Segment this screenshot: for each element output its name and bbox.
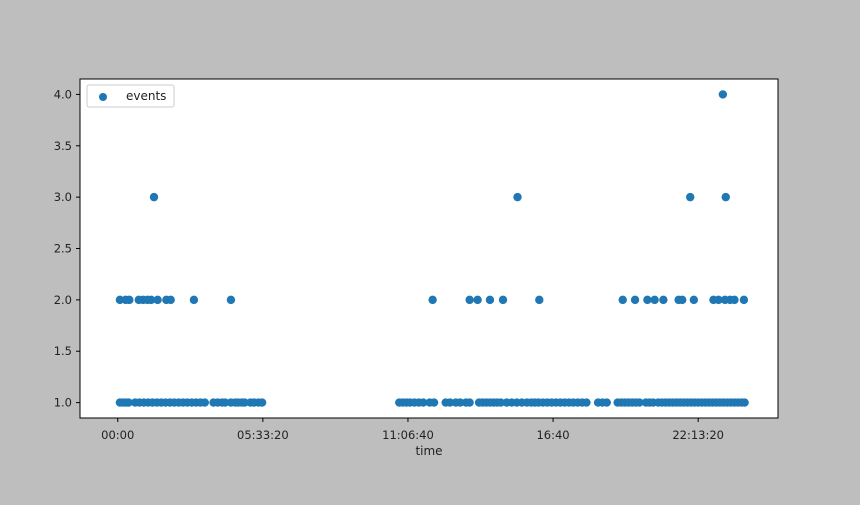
data-point	[124, 398, 133, 407]
y-tick-label: 3.5	[54, 139, 72, 153]
data-point	[635, 398, 644, 407]
x-tick-label: 11:06:40	[382, 428, 434, 442]
data-point	[730, 295, 739, 305]
data-point	[739, 295, 749, 305]
events-series	[115, 90, 749, 407]
data-point	[721, 192, 730, 202]
data-point	[455, 398, 465, 407]
x-tick-label: 22:13:20	[672, 428, 724, 442]
data-point	[513, 192, 522, 202]
x-tick-label: 00:00	[101, 428, 134, 442]
data-point	[714, 295, 723, 305]
y-tick-label: 2.0	[54, 293, 72, 307]
data-point	[689, 295, 699, 305]
data-point	[473, 295, 482, 305]
y-tick-label: 1.0	[54, 396, 72, 410]
data-point	[200, 398, 209, 407]
data-point	[146, 295, 156, 305]
y-axis: 1.0 1.5 2.0 2.5 3.0 3.5 4.0	[54, 87, 80, 410]
data-point	[643, 295, 652, 305]
data-point	[445, 398, 455, 407]
data-point	[149, 192, 159, 202]
data-point	[618, 295, 627, 305]
data-point	[257, 398, 267, 407]
data-point	[189, 295, 199, 305]
data-point	[630, 295, 640, 305]
data-point	[465, 398, 474, 407]
legend-marker-events	[99, 93, 107, 101]
data-point	[166, 295, 175, 305]
data-point	[240, 398, 249, 407]
data-point	[535, 295, 544, 305]
data-point	[115, 295, 125, 305]
data-point	[498, 295, 508, 305]
plot-frame	[79, 78, 779, 419]
data-point	[718, 90, 728, 99]
y-tick-label: 3.0	[54, 190, 72, 204]
data-point	[429, 398, 439, 407]
x-tick-label: 16:40	[536, 428, 569, 442]
data-point	[465, 295, 474, 305]
x-axis-label: time	[415, 444, 442, 458]
data-point	[496, 398, 506, 407]
data-point	[220, 398, 230, 407]
data-point	[659, 295, 668, 305]
data-point	[153, 295, 162, 305]
data-point	[602, 398, 611, 407]
data-point	[428, 295, 437, 305]
y-tick-label: 2.5	[54, 242, 72, 256]
data-point	[582, 398, 591, 407]
data-point	[740, 398, 749, 407]
legend-label-events: events	[126, 89, 166, 103]
data-point	[125, 295, 134, 305]
legend: events	[86, 84, 175, 108]
data-point	[650, 295, 659, 305]
data-point	[226, 295, 236, 305]
y-tick-label: 4.0	[54, 87, 72, 101]
data-point	[485, 295, 495, 305]
plot-area	[80, 79, 778, 418]
y-tick-label: 1.5	[54, 344, 72, 358]
legend-box	[86, 84, 175, 108]
data-point	[678, 295, 687, 305]
x-axis: 00:00 05:33:20 11:06:40 16:40 22:13:20	[101, 418, 724, 442]
data-point	[686, 192, 695, 202]
x-tick-label: 05:33:20	[237, 428, 289, 442]
data-point	[418, 398, 428, 407]
